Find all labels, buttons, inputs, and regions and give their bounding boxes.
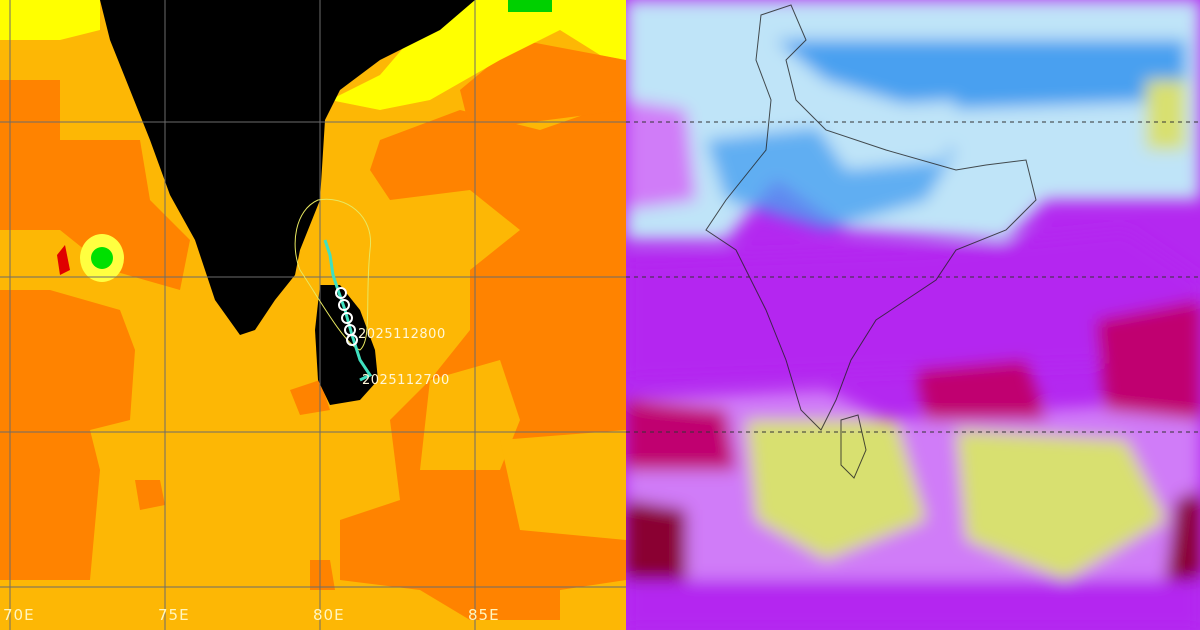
track-label-27: 2025112700 (362, 373, 450, 388)
forecast-cone (294, 198, 371, 351)
satellite-infrared-image (626, 0, 1200, 630)
cyclone-track-symbols (335, 287, 358, 346)
lat-label-lower: 1 (626, 267, 627, 283)
sea-surface-map-panel: 2025112800 2025112700 70E 75E 80E 85E (0, 0, 626, 630)
sea-surface-map (0, 0, 626, 630)
grid-lines (0, 0, 626, 630)
satellite-infrared-panel: 1 1 (626, 0, 1200, 630)
red-anomaly (57, 245, 70, 275)
lon-label-85e: 85E (468, 606, 500, 624)
lon-label-80e: 80E (313, 606, 345, 624)
cloud-patterns (626, 0, 1200, 630)
country-borders (705, 4, 1037, 479)
lon-label-75e: 75E (158, 606, 190, 624)
sri-lanka-landmass (315, 285, 378, 405)
lat-label-upper: 1 (626, 112, 627, 128)
yellow-region-west (0, 0, 100, 40)
warm-anomaly-green (91, 247, 113, 269)
india-landmass (100, 0, 475, 335)
lon-label-70e: 70E (3, 606, 35, 624)
green-patch (508, 0, 552, 12)
yellow-region (330, 0, 626, 110)
track-label-28: 2025112800 (358, 327, 446, 342)
cooler-patches (420, 360, 626, 630)
